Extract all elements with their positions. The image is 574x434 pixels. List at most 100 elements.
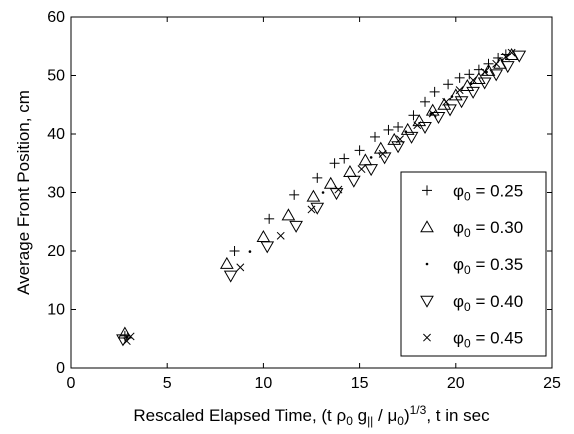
data-point-triangle-up <box>281 208 296 221</box>
x-tick-label: 25 <box>543 375 561 392</box>
data-point-plus <box>312 172 323 183</box>
legend-label: φ0 = 0.25 <box>453 181 523 203</box>
data-point-dot <box>425 262 429 266</box>
data-point-cross <box>307 205 316 214</box>
data-point-dot <box>369 156 373 159</box>
data-point-cross <box>276 231 285 240</box>
y-tick-label: 40 <box>47 126 65 143</box>
data-point-triangle-up <box>306 189 321 202</box>
data-point-triangle-down <box>329 188 344 201</box>
legend-label: φ0 = 0.40 <box>453 292 523 314</box>
x-axis-label-subscript: || <box>367 414 373 428</box>
series-group <box>122 48 516 346</box>
data-point-triangle-up <box>400 122 415 135</box>
plot-frame <box>70 16 553 369</box>
data-point-cross <box>507 48 516 57</box>
data-point-triangle-down <box>346 175 361 188</box>
data-point-triangle-down <box>443 104 457 117</box>
x-tick-label: 5 <box>163 375 172 392</box>
x-axis-label-part: ) <box>404 406 410 425</box>
legend: φ0 = 0.25 φ0 = 0.30 φ0 = 0.35 φ0 = 0.40 φ0 =… <box>400 171 547 357</box>
data-point-triangle-down <box>377 152 392 165</box>
data-point-plus <box>393 121 404 132</box>
data-point-triangle-down <box>223 270 238 283</box>
data-point-cross <box>236 263 245 272</box>
data-point-plus <box>408 110 419 121</box>
data-point-triangle-up <box>437 97 452 110</box>
data-point-triangle-down <box>420 295 434 308</box>
x-axis-label-part: g <box>353 406 367 425</box>
legend-entry: φ0 = 0.25 <box>422 181 523 203</box>
data-point-plus <box>443 79 454 90</box>
data-point-triangle-down <box>500 61 515 74</box>
x-tick-label: 10 <box>255 375 273 392</box>
data-point-cross <box>469 76 478 85</box>
data-point-cross <box>423 333 431 342</box>
points-layer <box>116 48 527 347</box>
x-axis-label-part: , t in sec <box>426 406 490 425</box>
series-group <box>116 50 527 347</box>
data-point-triangle-up <box>219 256 234 269</box>
data-point-dot <box>321 191 325 194</box>
x-axis-label-superscript: 1/3 <box>410 403 427 417</box>
x-axis-label-subscript: 0 <box>346 414 353 428</box>
y-tick-label: 10 <box>47 302 65 319</box>
data-point-cross <box>396 135 404 144</box>
data-point-cross <box>413 121 422 130</box>
data-point-triangle-down <box>289 220 303 233</box>
data-point-plus <box>422 185 432 196</box>
data-point-dot <box>248 250 252 253</box>
data-point-triangle-down <box>310 202 325 215</box>
y-axis-label: Average Front Position, cm <box>14 90 33 295</box>
data-point-plus <box>369 131 380 142</box>
x-tick-label: 20 <box>447 375 465 392</box>
x-axis-label-subscript: 0 <box>397 414 404 428</box>
data-point-cross <box>442 97 451 106</box>
y-tick-label: 30 <box>47 185 65 202</box>
data-point-plus <box>454 72 465 83</box>
legend-label: φ0 = 0.45 <box>453 329 523 351</box>
x-tick-label: 0 <box>67 375 76 392</box>
x-axis-label: Rescaled Elapsed Time, (t ρ0 g|| / μ0)1/… <box>133 403 490 428</box>
data-point-triangle-up <box>412 114 427 127</box>
data-point-dot <box>450 95 454 98</box>
x-axis-label-part: Rescaled Elapsed Time, (t ρ <box>133 406 346 425</box>
data-point-triangle-up <box>460 79 475 92</box>
legend-entry: φ0 = 0.30 <box>420 218 523 240</box>
data-point-triangle-down <box>418 121 432 134</box>
data-point-cross <box>334 185 343 194</box>
data-point-plus <box>264 213 275 224</box>
data-point-triangle-up <box>448 88 463 101</box>
legend-entry: φ0 = 0.45 <box>423 329 523 351</box>
y-tick-label: 50 <box>47 68 65 85</box>
data-point-cross <box>378 149 387 158</box>
legend-entry: φ0 = 0.35 <box>425 255 523 277</box>
data-point-triangle-down <box>489 69 504 82</box>
data-point-cross <box>122 337 131 346</box>
legend-label: φ0 = 0.30 <box>453 218 523 240</box>
data-point-cross <box>480 68 489 76</box>
x-tick-label: 15 <box>351 375 369 392</box>
data-point-triangle-down <box>431 112 446 125</box>
data-point-triangle-down <box>466 86 480 99</box>
data-point-plus <box>339 153 350 164</box>
data-point-triangle-up <box>118 326 132 339</box>
data-point-cross <box>501 52 510 61</box>
ticks-layer: 0 5 10 15 20 25 0 10 20 30 40 50 60 <box>47 9 561 392</box>
y-tick-label: 20 <box>47 243 65 260</box>
data-point-plus <box>420 96 431 107</box>
axis-labels: Rescaled Elapsed Time, (t ρ0 g|| / μ0)1/… <box>14 90 490 428</box>
y-tick-label: 60 <box>47 9 65 26</box>
legend-box <box>400 171 547 357</box>
data-point-cross <box>455 86 464 95</box>
data-point-plus <box>289 189 300 200</box>
data-point-plus <box>429 86 440 97</box>
data-point-cross <box>357 165 366 174</box>
data-point-triangle-down <box>477 77 492 90</box>
data-point-plus <box>329 158 340 169</box>
data-point-triangle-up <box>420 220 434 233</box>
legend-label: φ0 = 0.35 <box>453 255 523 277</box>
data-point-plus <box>354 145 365 156</box>
